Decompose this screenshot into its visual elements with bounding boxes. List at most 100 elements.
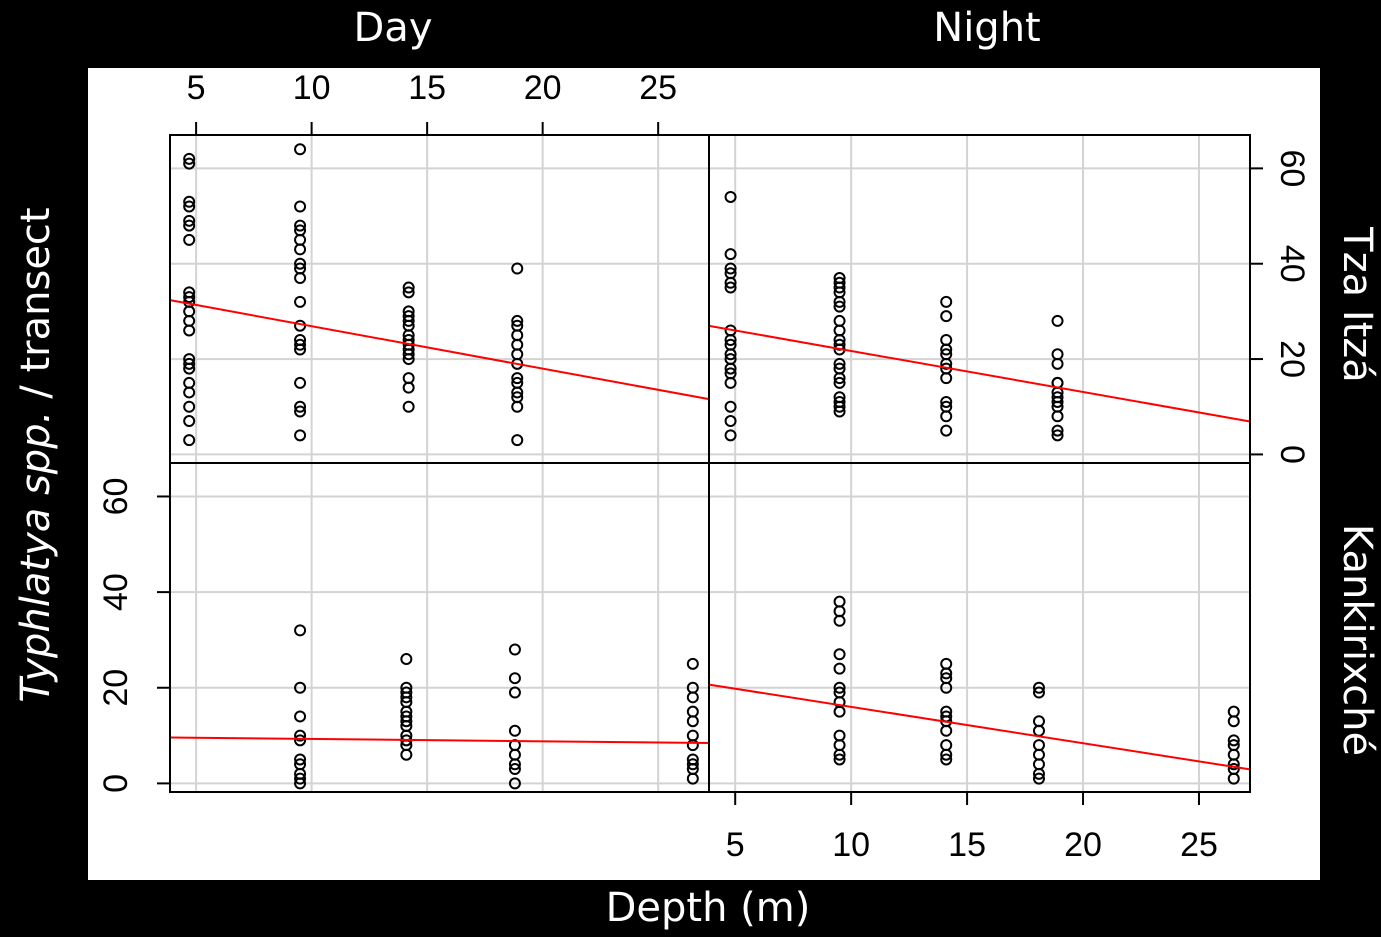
point: [833, 753, 846, 766]
point: [402, 353, 415, 366]
x-tick-label: 25: [1180, 826, 1218, 864]
point: [1032, 686, 1045, 699]
x-tick-label: 25: [639, 69, 677, 107]
point: [1032, 681, 1045, 694]
point: [294, 777, 307, 790]
point: [511, 314, 524, 327]
x-tick-label: 5: [726, 826, 745, 864]
point: [294, 243, 307, 256]
point: [511, 372, 524, 385]
point: [183, 400, 196, 413]
point: [402, 400, 415, 413]
point: [686, 715, 699, 728]
point: [508, 758, 521, 771]
point: [294, 753, 307, 766]
point: [940, 395, 953, 408]
point: [1227, 758, 1240, 771]
point: [1051, 314, 1064, 327]
point: [940, 424, 953, 437]
point: [294, 405, 307, 418]
point: [402, 286, 415, 299]
point: [508, 672, 521, 685]
fit-line: [708, 324, 1251, 423]
point: [294, 734, 307, 747]
point: [1051, 395, 1064, 408]
point: [508, 763, 521, 776]
y-tick-label: 20: [97, 669, 135, 707]
point: [940, 343, 953, 356]
point: [511, 400, 524, 413]
point: [833, 705, 846, 718]
point: [833, 614, 846, 627]
point: [940, 753, 953, 766]
point: [940, 667, 953, 680]
point: [833, 376, 846, 389]
point: [294, 272, 307, 285]
point: [402, 314, 415, 327]
point: [833, 372, 846, 385]
x-tick-label: 5: [187, 69, 206, 107]
point: [1227, 772, 1240, 785]
point: [940, 410, 953, 423]
plot-area: [88, 68, 1320, 880]
point: [183, 152, 196, 165]
point: [1227, 734, 1240, 747]
y-axis-label-rest: / transect: [13, 207, 59, 398]
point: [294, 729, 307, 742]
point: [833, 295, 846, 308]
panel-frame: [708, 462, 1251, 793]
point: [400, 653, 413, 666]
point: [940, 310, 953, 323]
point: [1051, 410, 1064, 423]
point: [294, 376, 307, 389]
point: [294, 772, 307, 785]
x-axis-label: Depth (m): [606, 885, 811, 931]
point: [183, 157, 196, 170]
point: [294, 429, 307, 442]
point: [508, 777, 521, 790]
point: [402, 281, 415, 294]
point: [183, 195, 196, 208]
point: [940, 724, 953, 737]
point: [724, 248, 737, 261]
point: [511, 434, 524, 447]
point: [833, 681, 846, 694]
point: [400, 691, 413, 704]
point: [400, 748, 413, 761]
fit-line: [708, 683, 1251, 771]
point: [724, 348, 737, 361]
point: [183, 362, 196, 375]
row-label: Kankirixché: [1334, 524, 1380, 756]
point: [183, 291, 196, 304]
point: [402, 381, 415, 394]
point: [183, 219, 196, 232]
x-tick-label: 10: [832, 826, 870, 864]
point: [940, 295, 953, 308]
point: [508, 724, 521, 737]
point: [294, 219, 307, 232]
point: [724, 190, 737, 203]
point: [833, 281, 846, 294]
point: [294, 624, 307, 637]
fit-line: [169, 736, 710, 745]
point: [724, 376, 737, 389]
point: [833, 748, 846, 761]
point: [294, 710, 307, 723]
y-tick-label: 60: [1273, 149, 1311, 187]
point: [724, 276, 737, 289]
point: [183, 357, 196, 370]
column-label: Day: [354, 5, 433, 51]
point: [833, 400, 846, 413]
point: [724, 281, 737, 294]
point: [508, 686, 521, 699]
point: [724, 429, 737, 442]
point: [511, 386, 524, 399]
point: [1051, 429, 1064, 442]
y-tick-label: 40: [97, 573, 135, 611]
point: [183, 214, 196, 227]
point: [724, 334, 737, 346]
point: [183, 434, 196, 447]
point: [183, 233, 196, 246]
point: [724, 262, 737, 275]
